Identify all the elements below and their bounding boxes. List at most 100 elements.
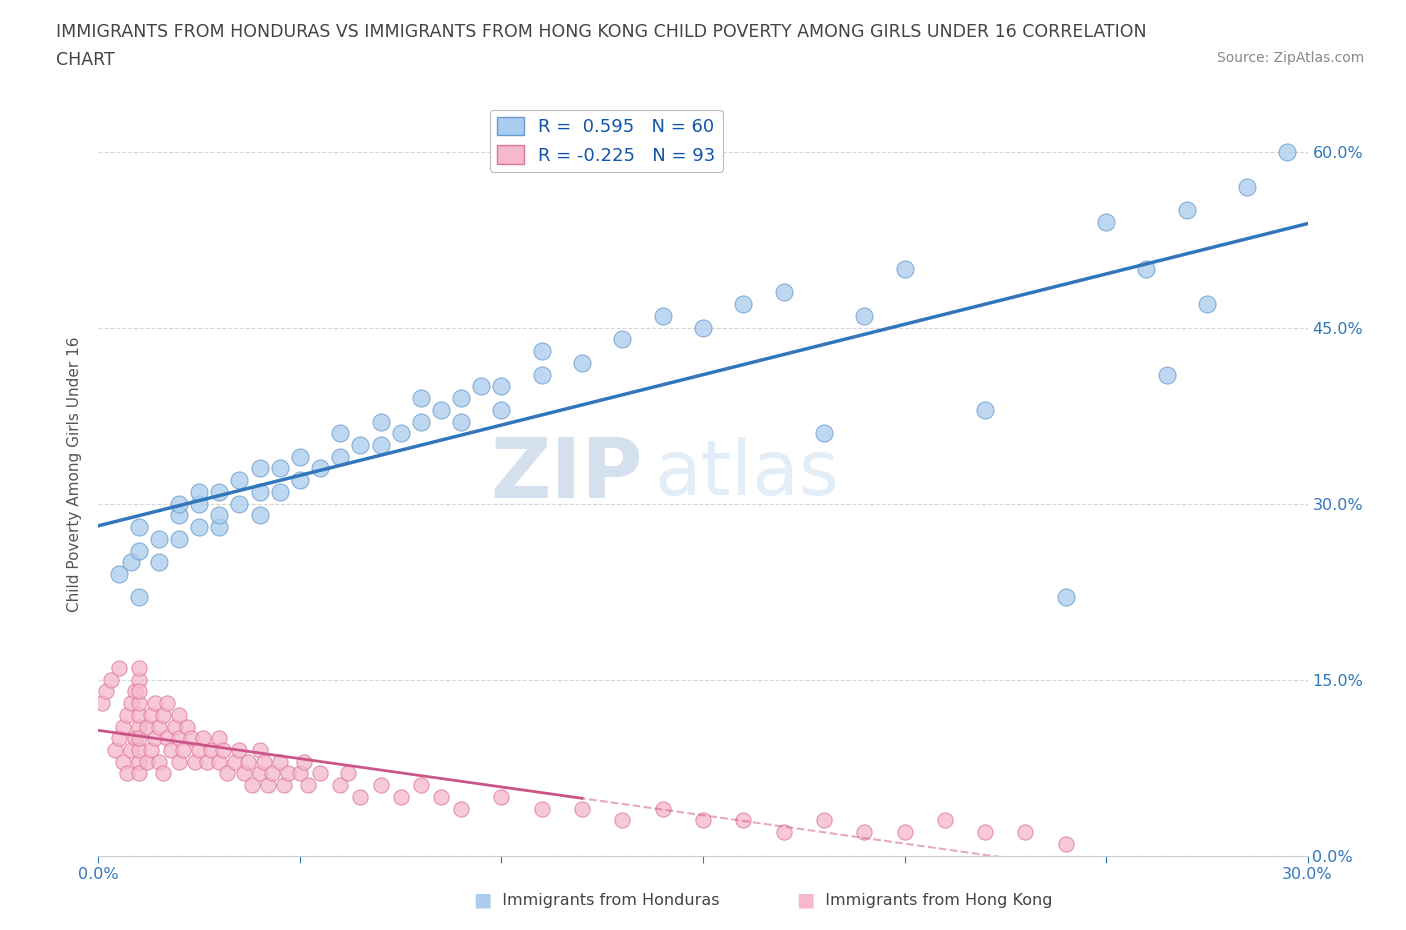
Point	[124, 684, 146, 698]
Point	[152, 766, 174, 781]
Point	[256, 777, 278, 792]
Point	[111, 719, 134, 734]
Point	[188, 485, 211, 499]
Point	[167, 754, 190, 769]
Point	[124, 731, 146, 746]
Point	[329, 449, 352, 464]
Point	[208, 508, 231, 523]
Point	[253, 754, 276, 769]
Point	[530, 367, 553, 382]
Point	[571, 355, 593, 370]
Point	[176, 719, 198, 734]
Point	[167, 708, 190, 723]
Point	[409, 391, 432, 405]
Point	[128, 742, 150, 757]
Point	[853, 309, 876, 324]
Point	[733, 813, 755, 828]
Point	[651, 802, 673, 817]
Text: CHART: CHART	[56, 51, 115, 69]
Point	[193, 731, 215, 746]
Point	[389, 426, 412, 441]
Point	[91, 696, 114, 711]
Point	[128, 684, 150, 698]
Point	[491, 379, 513, 393]
Point	[232, 766, 254, 781]
Point	[135, 754, 157, 769]
Point	[188, 497, 211, 512]
Point	[974, 403, 997, 418]
Point	[139, 708, 162, 723]
Point	[813, 813, 835, 828]
Point	[180, 731, 202, 746]
Text: Immigrants from Honduras: Immigrants from Honduras	[492, 893, 720, 908]
Text: atlas: atlas	[655, 437, 839, 512]
Point	[249, 461, 271, 476]
Point	[236, 754, 259, 769]
Point	[228, 742, 250, 757]
Point	[370, 414, 392, 429]
Point	[148, 719, 170, 734]
Point	[152, 708, 174, 723]
Point	[269, 461, 291, 476]
Point	[370, 777, 392, 792]
Point	[530, 344, 553, 359]
Point	[128, 766, 150, 781]
Point	[148, 555, 170, 570]
Point	[571, 802, 593, 817]
Point	[200, 742, 222, 757]
Point	[329, 426, 352, 441]
Point	[269, 485, 291, 499]
Point	[128, 696, 150, 711]
Point	[228, 497, 250, 512]
Point	[148, 754, 170, 769]
Point	[135, 719, 157, 734]
Point	[188, 520, 211, 535]
Point	[103, 742, 125, 757]
Point	[389, 790, 412, 804]
Point	[450, 391, 472, 405]
Point	[893, 261, 915, 276]
Point	[167, 508, 190, 523]
Point	[107, 731, 129, 746]
Point	[409, 777, 432, 792]
Point	[224, 754, 246, 769]
Point	[212, 742, 235, 757]
Point	[143, 696, 166, 711]
Point	[115, 766, 138, 781]
Text: Immigrants from Hong Kong: Immigrants from Hong Kong	[815, 893, 1053, 908]
Text: ■: ■	[796, 891, 815, 910]
Point	[128, 543, 150, 558]
Point	[240, 777, 263, 792]
Point	[450, 802, 472, 817]
Point	[349, 437, 371, 452]
Point	[430, 403, 453, 418]
Point	[163, 719, 186, 734]
Point	[208, 520, 231, 535]
Point	[692, 813, 714, 828]
Point	[409, 414, 432, 429]
Point	[156, 731, 179, 746]
Point	[288, 472, 311, 487]
Point	[139, 742, 162, 757]
Point	[772, 825, 794, 840]
Point	[208, 485, 231, 499]
Point	[1054, 590, 1077, 604]
Point	[128, 731, 150, 746]
Point	[195, 754, 218, 769]
Point	[450, 414, 472, 429]
Point	[172, 742, 194, 757]
Point	[288, 449, 311, 464]
Point	[1156, 367, 1178, 382]
Point	[1175, 203, 1198, 218]
Point	[692, 320, 714, 335]
Point	[167, 497, 190, 512]
Point	[184, 754, 207, 769]
Point	[269, 754, 291, 769]
Point	[188, 742, 211, 757]
Point	[1135, 261, 1157, 276]
Point	[1095, 215, 1118, 230]
Point	[1195, 297, 1218, 312]
Text: IMMIGRANTS FROM HONDURAS VS IMMIGRANTS FROM HONG KONG CHILD POVERTY AMONG GIRLS : IMMIGRANTS FROM HONDURAS VS IMMIGRANTS F…	[56, 23, 1147, 41]
Point	[491, 790, 513, 804]
Point	[96, 684, 118, 698]
